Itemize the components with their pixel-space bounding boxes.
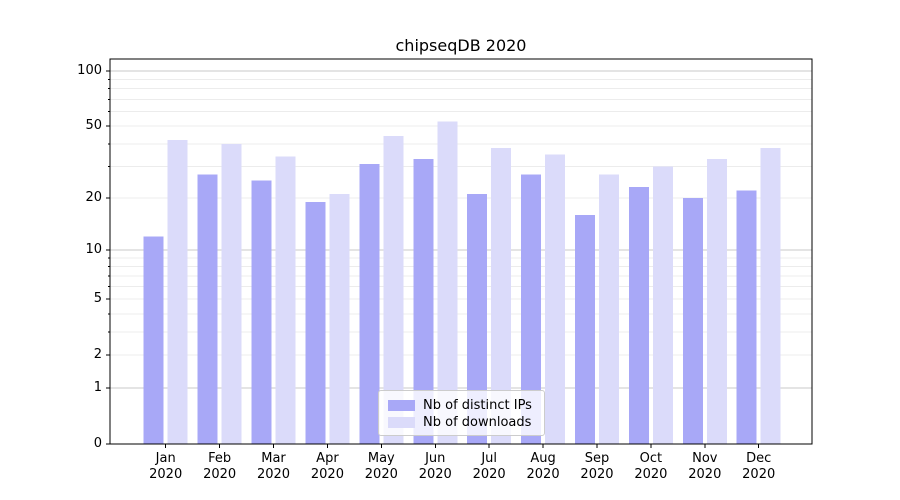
chart-title: chipseqDB 2020: [395, 36, 527, 55]
x-tick-label: Oct 2020: [634, 451, 668, 482]
x-tick-label: Dec 2020: [742, 451, 776, 482]
bar-ips-apr: [305, 201, 326, 444]
y-tick-label: 10: [85, 242, 102, 258]
y-tick-label: 5: [93, 291, 102, 307]
bar-ips-may: [359, 163, 380, 444]
bar-downloads-apr: [329, 194, 350, 444]
x-tick-label: Sep 2020: [580, 451, 614, 482]
x-tick-label: Aug 2020: [526, 451, 560, 482]
bar-downloads-feb: [221, 143, 242, 445]
y-tick-label: 50: [85, 118, 102, 134]
bar-ips-dec: [736, 190, 757, 444]
x-tick-label: Nov 2020: [688, 451, 722, 482]
legend-item-downloads: Nb of downloads: [388, 414, 534, 430]
bar-downloads-jun: [437, 121, 458, 445]
bar-ips-mar: [251, 180, 272, 444]
bar-downloads-may: [383, 136, 404, 445]
bar-downloads-jan: [167, 139, 188, 444]
bar-downloads-nov: [706, 158, 727, 445]
legend-label-downloads: Nb of downloads: [423, 414, 532, 430]
y-tick-label: 1: [93, 379, 102, 395]
legend-item-distinct-ips: Nb of distinct IPs: [388, 397, 534, 413]
bar-ips-aug: [521, 174, 542, 444]
bar-downloads-dec: [760, 147, 781, 444]
legend-swatch-distinct-ips: [388, 399, 415, 411]
bar-downloads-sep: [598, 174, 619, 444]
y-tick-label: 20: [85, 189, 102, 205]
x-tick-label: Jun 2020: [418, 451, 452, 482]
bar-ips-jul: [467, 194, 488, 444]
x-tick-label: May 2020: [364, 451, 398, 482]
legend: Nb of distinct IPs Nb of downloads: [378, 390, 545, 436]
bar-downloads-jul: [491, 147, 512, 444]
bar-ips-nov: [682, 197, 703, 444]
bar-ips-jan: [143, 236, 164, 444]
bar-ips-sep: [574, 214, 595, 444]
x-tick-label: Jan 2020: [149, 451, 183, 482]
x-tick-label: Jul 2020: [472, 451, 506, 482]
y-tick-label: 2: [93, 347, 102, 363]
legend-swatch-downloads: [388, 416, 415, 428]
x-tick-label: Feb 2020: [203, 451, 237, 482]
bar-ips-feb: [197, 174, 218, 444]
bar-downloads-aug: [545, 154, 566, 444]
y-tick-label: 100: [77, 62, 102, 78]
axes-frame: [109, 58, 813, 445]
bar-ips-jun: [413, 158, 434, 445]
legend-label-distinct-ips: Nb of distinct IPs: [423, 397, 532, 413]
bar-downloads-oct: [652, 166, 673, 445]
bar-ips-oct: [628, 187, 649, 444]
x-tick-label: Apr 2020: [310, 451, 344, 482]
y-tick-label: 0: [93, 436, 102, 451]
x-tick-label: Mar 2020: [256, 451, 291, 482]
bar-downloads-mar: [275, 156, 296, 445]
